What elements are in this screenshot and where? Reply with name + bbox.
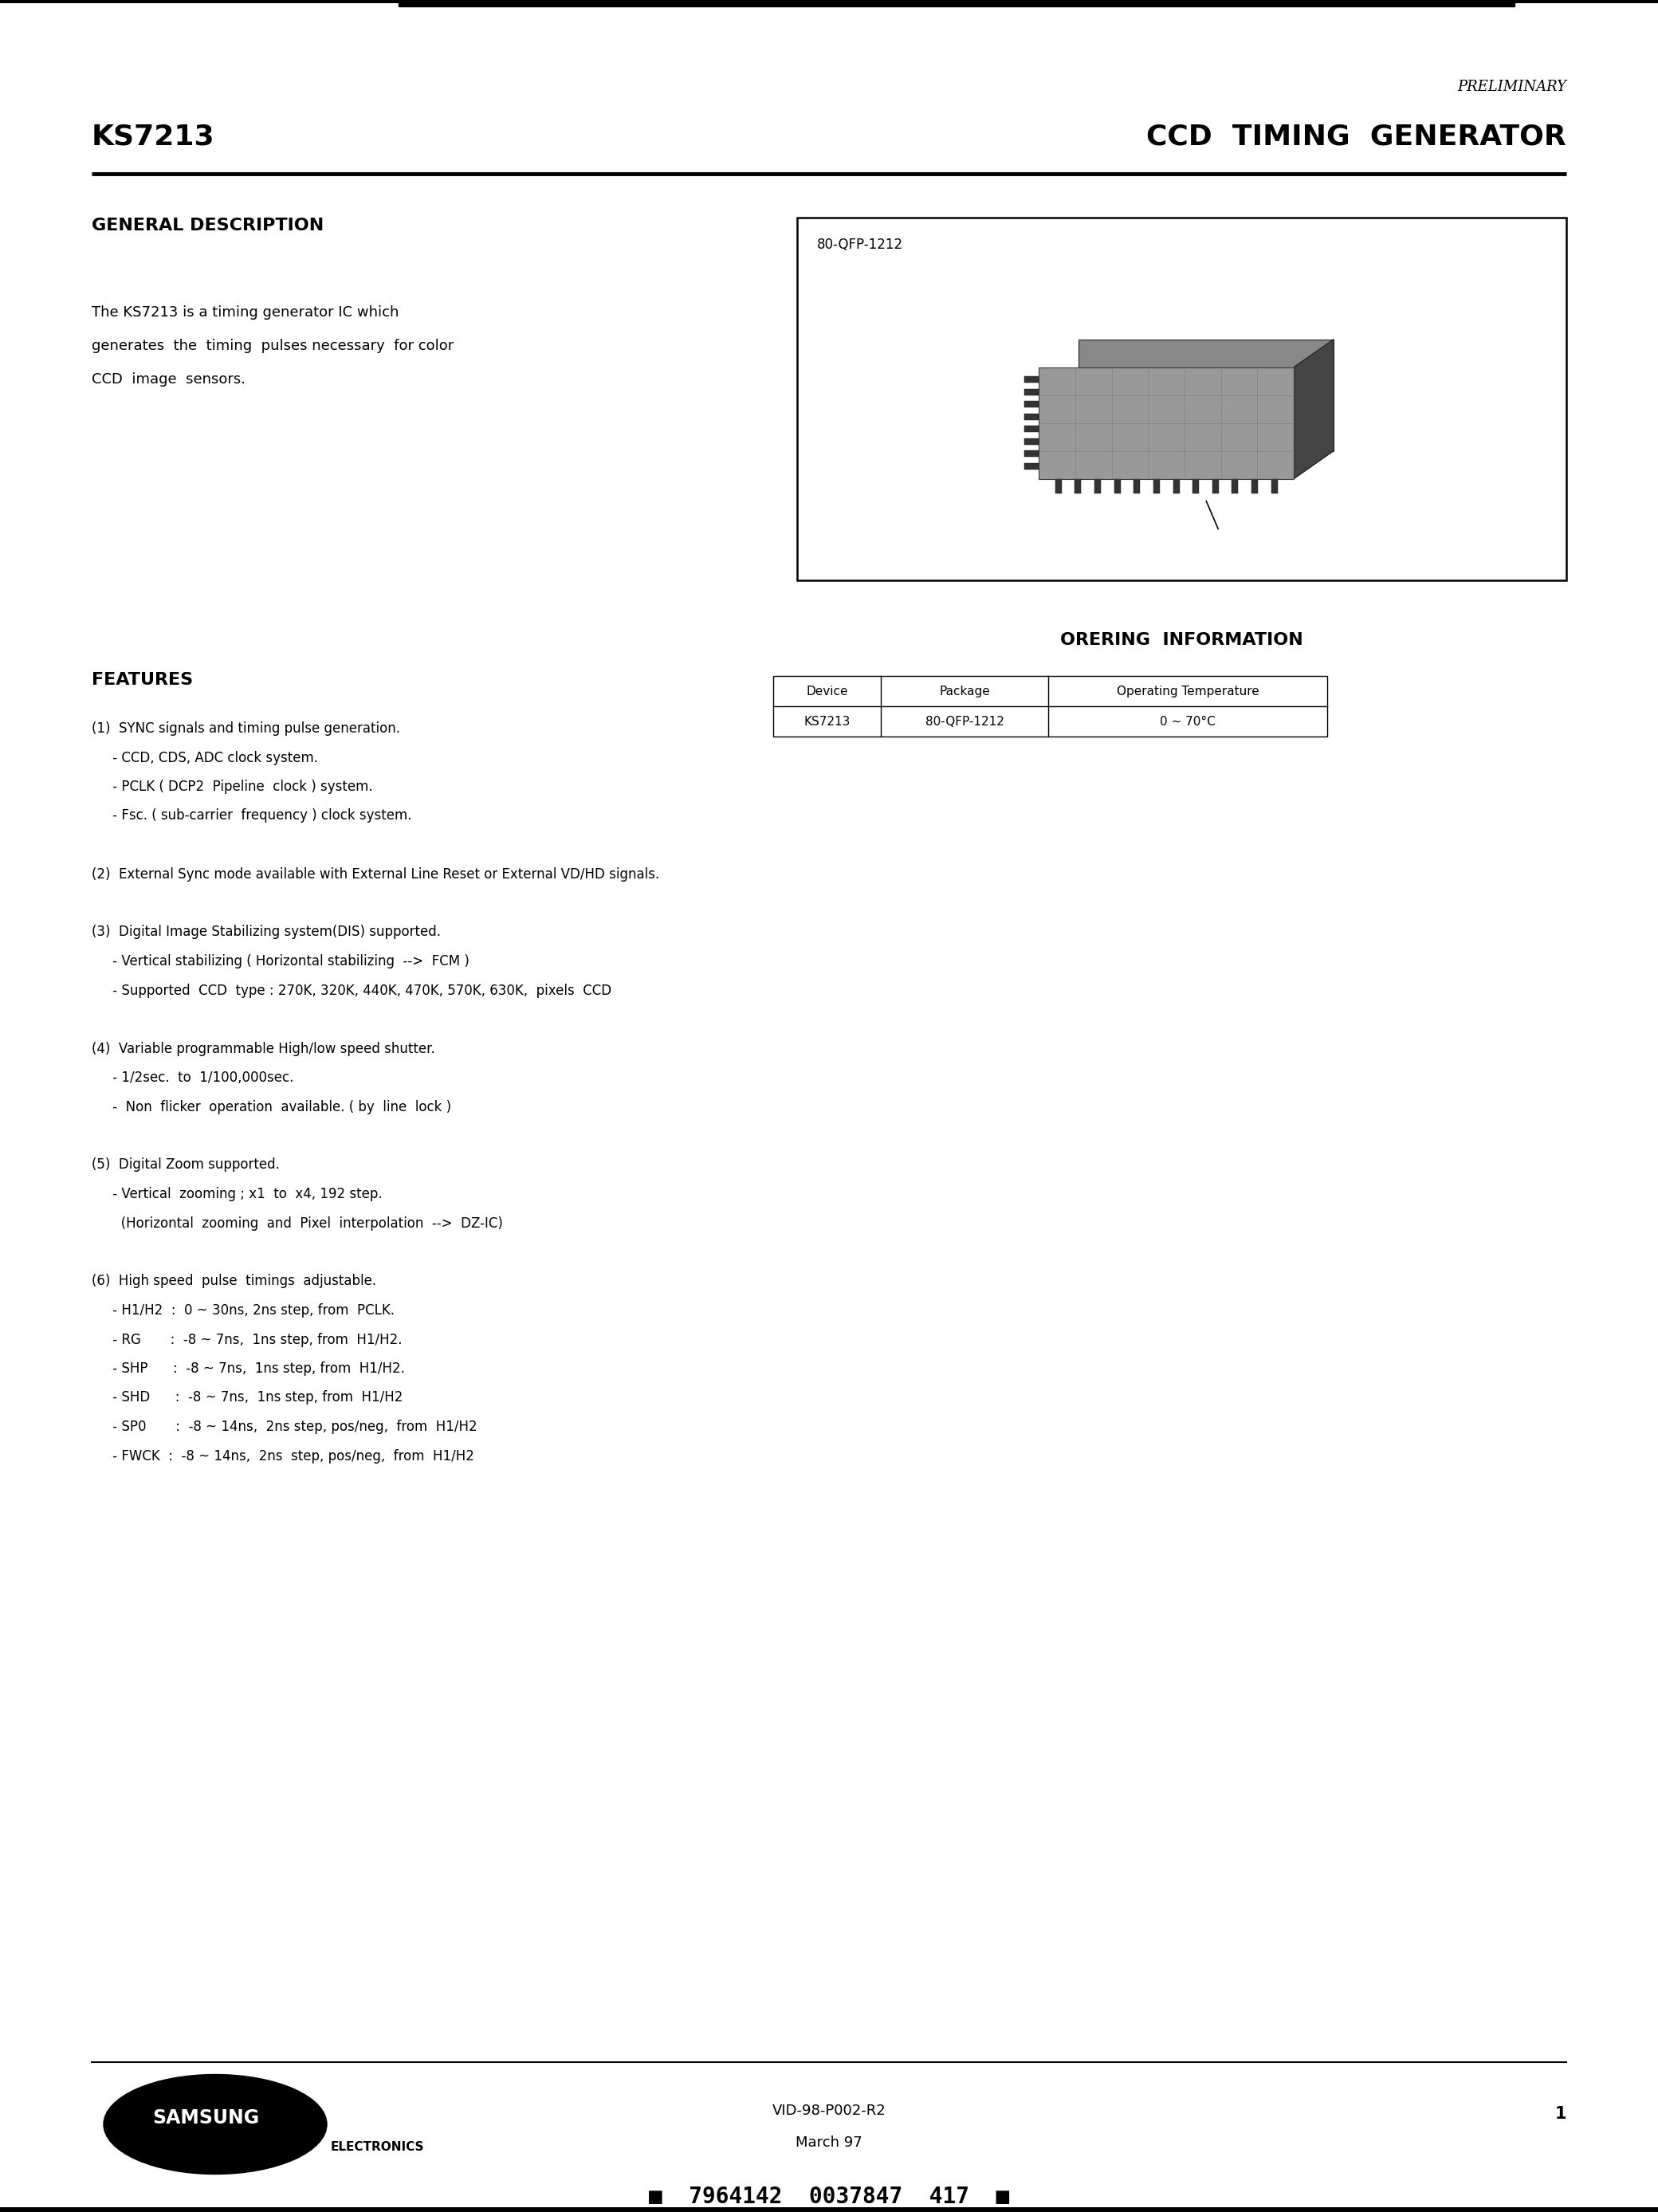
Bar [1025, 400, 1040, 407]
Bar [1192, 478, 1199, 493]
Text: The KS7213 is a timing generator IC which: The KS7213 is a timing generator IC whic… [91, 305, 400, 321]
Text: PRELIMINARY: PRELIMINARY [1457, 80, 1567, 95]
Text: 80-QFP-1212: 80-QFP-1212 [925, 714, 1003, 728]
Bar [1172, 478, 1179, 493]
Text: (1)  SYNC signals and timing pulse generation.: (1) SYNC signals and timing pulse genera… [91, 721, 400, 737]
Text: - 1/2sec.  to  1/100,000sec.: - 1/2sec. to 1/100,000sec. [91, 1071, 293, 1084]
Polygon shape [1040, 367, 1293, 478]
Bar [1252, 478, 1258, 493]
Text: - H1/H2  :  0 ~ 30ns, 2ns step, from  PCLK.: - H1/H2 : 0 ~ 30ns, 2ns step, from PCLK. [91, 1303, 395, 1318]
Text: CCD  TIMING  GENERATOR: CCD TIMING GENERATOR [1146, 124, 1567, 150]
Bar [398, 2, 1514, 7]
Bar [797, 217, 1567, 580]
Polygon shape [1079, 338, 1333, 451]
Bar [1025, 376, 1040, 383]
Text: - PCLK ( DCP2  Pipeline  clock ) system.: - PCLK ( DCP2 Pipeline clock ) system. [91, 779, 373, 794]
Text: generates  the  timing  pulses necessary  for color: generates the timing pulses necessary fo… [91, 338, 454, 354]
Bar [1025, 427, 1040, 431]
Text: 80-QFP-1212: 80-QFP-1212 [817, 237, 904, 252]
Text: ORERING  INFORMATION: ORERING INFORMATION [1059, 633, 1303, 648]
Text: 1: 1 [1555, 2106, 1567, 2121]
Bar [1094, 478, 1101, 493]
Bar [773, 677, 1326, 737]
Text: 0 ~ 70°C: 0 ~ 70°C [1161, 714, 1215, 728]
Text: - RG       :  -8 ~ 7ns,  1ns step, from  H1/H2.: - RG : -8 ~ 7ns, 1ns step, from H1/H2. [91, 1332, 403, 1347]
Text: - Supported  CCD  type : 270K, 320K, 440K, 470K, 570K, 630K,  pixels  CCD: - Supported CCD type : 270K, 320K, 440K,… [91, 984, 612, 998]
Bar [1025, 414, 1040, 420]
Text: KS7213: KS7213 [804, 714, 851, 728]
Bar [1154, 478, 1159, 493]
Text: Operating Temperature: Operating Temperature [1116, 686, 1258, 697]
Polygon shape [1040, 451, 1333, 478]
Bar [1025, 451, 1040, 458]
Text: - SHD      :  -8 ~ 7ns,  1ns step, from  H1/H2: - SHD : -8 ~ 7ns, 1ns step, from H1/H2 [91, 1391, 403, 1405]
Polygon shape [1293, 338, 1333, 478]
Text: - Fsc. ( sub-carrier  frequency ) clock system.: - Fsc. ( sub-carrier frequency ) clock s… [91, 810, 411, 823]
Text: Device: Device [806, 686, 847, 697]
Bar [1025, 389, 1040, 396]
Text: ELECTRONICS: ELECTRONICS [332, 2141, 424, 2152]
Text: - Vertical  zooming ; x1  to  x4, 192 step.: - Vertical zooming ; x1 to x4, 192 step. [91, 1188, 383, 1201]
Bar [1025, 462, 1040, 469]
Text: GENERAL DESCRIPTION: GENERAL DESCRIPTION [91, 217, 323, 234]
Text: - FWCK  :  -8 ~ 14ns,  2ns  step, pos/neg,  from  H1/H2: - FWCK : -8 ~ 14ns, 2ns step, pos/neg, f… [91, 1449, 474, 1462]
Bar [1025, 438, 1040, 445]
Text: March 97: March 97 [796, 2135, 862, 2150]
Text: FEATURES: FEATURES [91, 672, 192, 688]
Text: - SHP      :  -8 ~ 7ns,  1ns step, from  H1/H2.: - SHP : -8 ~ 7ns, 1ns step, from H1/H2. [91, 1360, 405, 1376]
Bar [1232, 478, 1239, 493]
Ellipse shape [103, 2075, 327, 2174]
Bar [1074, 478, 1081, 493]
Text: (6)  High speed  pulse  timings  adjustable.: (6) High speed pulse timings adjustable. [91, 1274, 376, 1290]
Text: - CCD, CDS, ADC clock system.: - CCD, CDS, ADC clock system. [91, 750, 318, 765]
Bar [1054, 478, 1061, 493]
Text: (5)  Digital Zoom supported.: (5) Digital Zoom supported. [91, 1157, 280, 1172]
Bar [0, 2208, 1658, 2212]
Text: (3)  Digital Image Stabilizing system(DIS) supported.: (3) Digital Image Stabilizing system(DIS… [91, 925, 441, 940]
Bar [1272, 478, 1277, 493]
Bar [1134, 478, 1141, 493]
Text: CCD  image  sensors.: CCD image sensors. [91, 372, 245, 387]
Text: -  Non  flicker  operation  available. ( by  line  lock ): - Non flicker operation available. ( by … [91, 1099, 451, 1115]
Text: KS7213: KS7213 [91, 124, 216, 150]
Text: (Horizontal  zooming  and  Pixel  interpolation  -->  DZ-IC): (Horizontal zooming and Pixel interpolat… [91, 1217, 502, 1230]
Bar [0, 0, 1658, 2]
Bar [1114, 478, 1121, 493]
Text: - SP0       :  -8 ~ 14ns,  2ns step, pos/neg,  from  H1/H2: - SP0 : -8 ~ 14ns, 2ns step, pos/neg, fr… [91, 1420, 478, 1433]
Text: (4)  Variable programmable High/low speed shutter.: (4) Variable programmable High/low speed… [91, 1042, 434, 1055]
Text: - Vertical stabilizing ( Horizontal stabilizing  -->  FCM ): - Vertical stabilizing ( Horizontal stab… [91, 953, 469, 969]
Text: ■  7964142  0037847  417  ■: ■ 7964142 0037847 417 ■ [648, 2185, 1010, 2208]
Text: VID-98-P002-R2: VID-98-P002-R2 [773, 2104, 885, 2117]
Text: SAMSUNG: SAMSUNG [153, 2108, 259, 2128]
Text: (2)  External Sync mode available with External Line Reset or External VD/HD sig: (2) External Sync mode available with Ex… [91, 867, 660, 880]
Text: Package: Package [938, 686, 990, 697]
Bar [1212, 478, 1219, 493]
